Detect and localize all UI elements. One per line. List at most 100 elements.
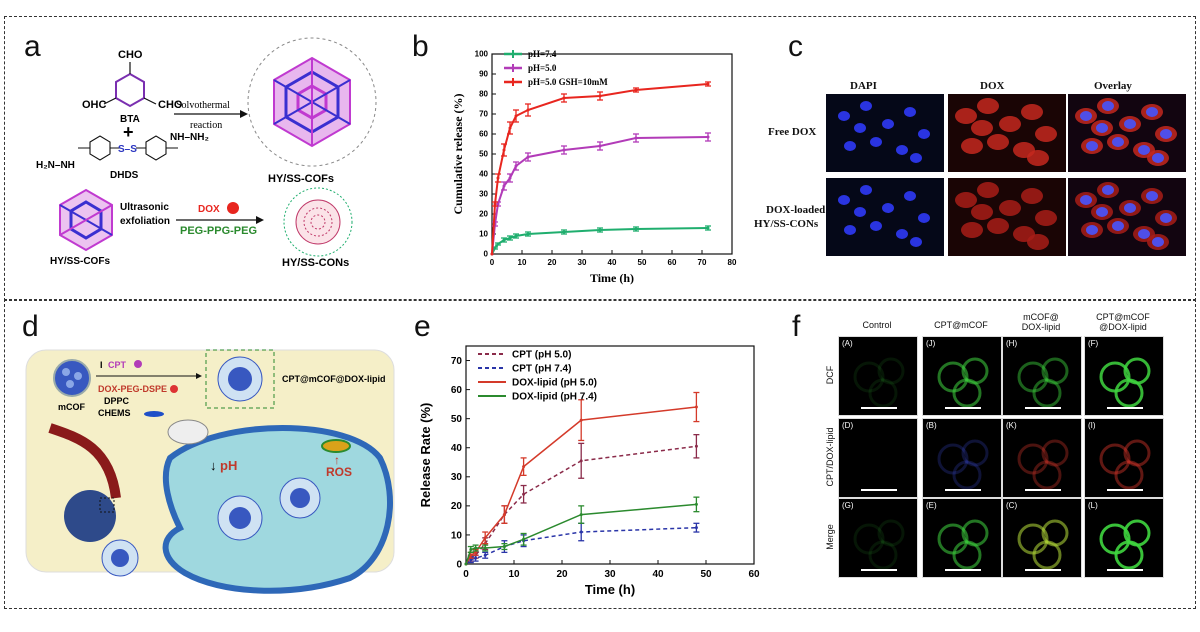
chems-label: CHEMS [98, 408, 131, 418]
data-point [526, 232, 530, 236]
data-point [706, 226, 710, 230]
ss-bond: S–S [118, 144, 137, 155]
y-tick-label: 40 [451, 443, 463, 454]
data-point [522, 492, 526, 496]
data-point [634, 136, 638, 140]
cell-cytoplasm [971, 120, 993, 136]
bta-label: BTA [120, 114, 140, 125]
data-point [508, 236, 512, 240]
cell-nucleus [918, 129, 930, 139]
cell-cytoplasm [977, 182, 999, 198]
cell-fluorescence [1032, 378, 1062, 408]
cell-nucleus [1152, 237, 1164, 247]
top-figure-frame [4, 16, 1196, 301]
y-tick-label: 20 [479, 210, 488, 219]
y-tick-label: 40 [479, 170, 488, 179]
data-point [496, 176, 500, 180]
x-tick-label: 30 [578, 258, 587, 267]
micrograph-c-r0-dapi [826, 94, 944, 172]
data-point [483, 546, 487, 550]
cell-nucleus [1138, 229, 1150, 239]
cell-nucleus [1152, 153, 1164, 163]
panel-f-row-header-2: Merge [825, 524, 835, 550]
y-tick-label: 10 [479, 230, 488, 239]
cell-fluorescence [1099, 443, 1131, 475]
cell-nucleus [910, 237, 922, 247]
data-point [493, 202, 497, 206]
cell-cytoplasm [1035, 126, 1057, 142]
cell-nucleus [1096, 207, 1108, 217]
data-point [634, 227, 638, 231]
arrow1-head [240, 110, 248, 118]
data-point [502, 238, 506, 242]
cell-nucleus [882, 119, 894, 129]
panel-f-col-header-3: CPT@mCOF [1096, 312, 1150, 322]
scale-bar [861, 489, 897, 491]
ph-label: pH [220, 458, 237, 473]
panel-a-letter: a [24, 30, 41, 63]
cell-cytoplasm [1021, 188, 1043, 204]
arrow2-head [256, 216, 264, 224]
data-point [694, 405, 698, 409]
data-point [579, 513, 583, 517]
ros-label: ROS [326, 465, 352, 479]
data-point [474, 556, 478, 560]
tumor [64, 490, 116, 542]
dppc-label: DPPC [104, 396, 130, 406]
data-point [706, 82, 710, 86]
x-tick-label: 30 [604, 569, 616, 580]
data-point [562, 96, 566, 100]
data-point [474, 546, 478, 550]
cell-cytoplasm [977, 98, 999, 114]
data-point [502, 545, 506, 549]
product1-label: HY/SS-COFs [268, 173, 334, 185]
scale-bar [1025, 489, 1061, 491]
x-tick-label: 60 [748, 569, 760, 580]
data-point [469, 558, 473, 562]
data-point [496, 202, 500, 206]
scale-bar [1107, 569, 1143, 571]
panel-c-col-header-dapi: DAPI [850, 80, 877, 92]
micrograph-f-r0-c0: (A) [838, 336, 918, 416]
scale-bar [945, 489, 981, 491]
data-point [502, 513, 506, 517]
cell-cytoplasm [1027, 150, 1049, 166]
data-point [579, 459, 583, 463]
micrograph-tag: (K) [1006, 421, 1017, 430]
cpt-label: CPT [108, 360, 127, 370]
cell-cytoplasm [961, 138, 983, 154]
y-tick-label: 30 [451, 472, 463, 483]
scale-bar [945, 407, 981, 409]
legend-label-1: pH=5.0 [528, 63, 557, 73]
data-point [634, 88, 638, 92]
y-tick-label: 10 [451, 530, 463, 541]
cell-membrane [162, 425, 393, 594]
cho-top: CHO [118, 49, 143, 61]
cell-nucleus [1086, 141, 1098, 151]
data-point [514, 234, 518, 238]
cell-nucleus [838, 195, 850, 205]
cell-nucleus [854, 207, 866, 217]
data-point [496, 242, 500, 246]
x-tick-label: 0 [490, 258, 495, 267]
legend-label-1: CPT (pH 7.4) [512, 363, 571, 374]
data-point [579, 418, 583, 422]
cell-nucleus [1146, 107, 1158, 117]
scale-bar [1025, 569, 1061, 571]
y-tick-label: 60 [451, 385, 463, 396]
legend-label-2: DOX-lipid (pH 5.0) [512, 377, 597, 388]
hydrazide-right: NH–NH₂ [170, 132, 209, 143]
micrograph-f-r2-c3: (L) [1084, 498, 1164, 578]
x-tick-label: 0 [463, 569, 469, 580]
cell-fluorescence [952, 378, 982, 408]
data-point [598, 94, 602, 98]
micrograph-f-r2-c1: (E) [922, 498, 1002, 578]
product-label: CPT@mCOF@DOX-lipid [282, 374, 386, 384]
cell-fluorescence [1114, 378, 1144, 408]
micrograph-tag: (B) [926, 421, 937, 430]
cell-nucleus [1102, 185, 1114, 195]
cell-fluorescence [952, 540, 982, 570]
chart-e: 0 10 20 30 40 50 60 0 10 20 30 40 50 60 70 Time (h) Rele… [418, 345, 760, 597]
cell-cytoplasm [961, 222, 983, 238]
cell-nucleus [1080, 111, 1092, 121]
